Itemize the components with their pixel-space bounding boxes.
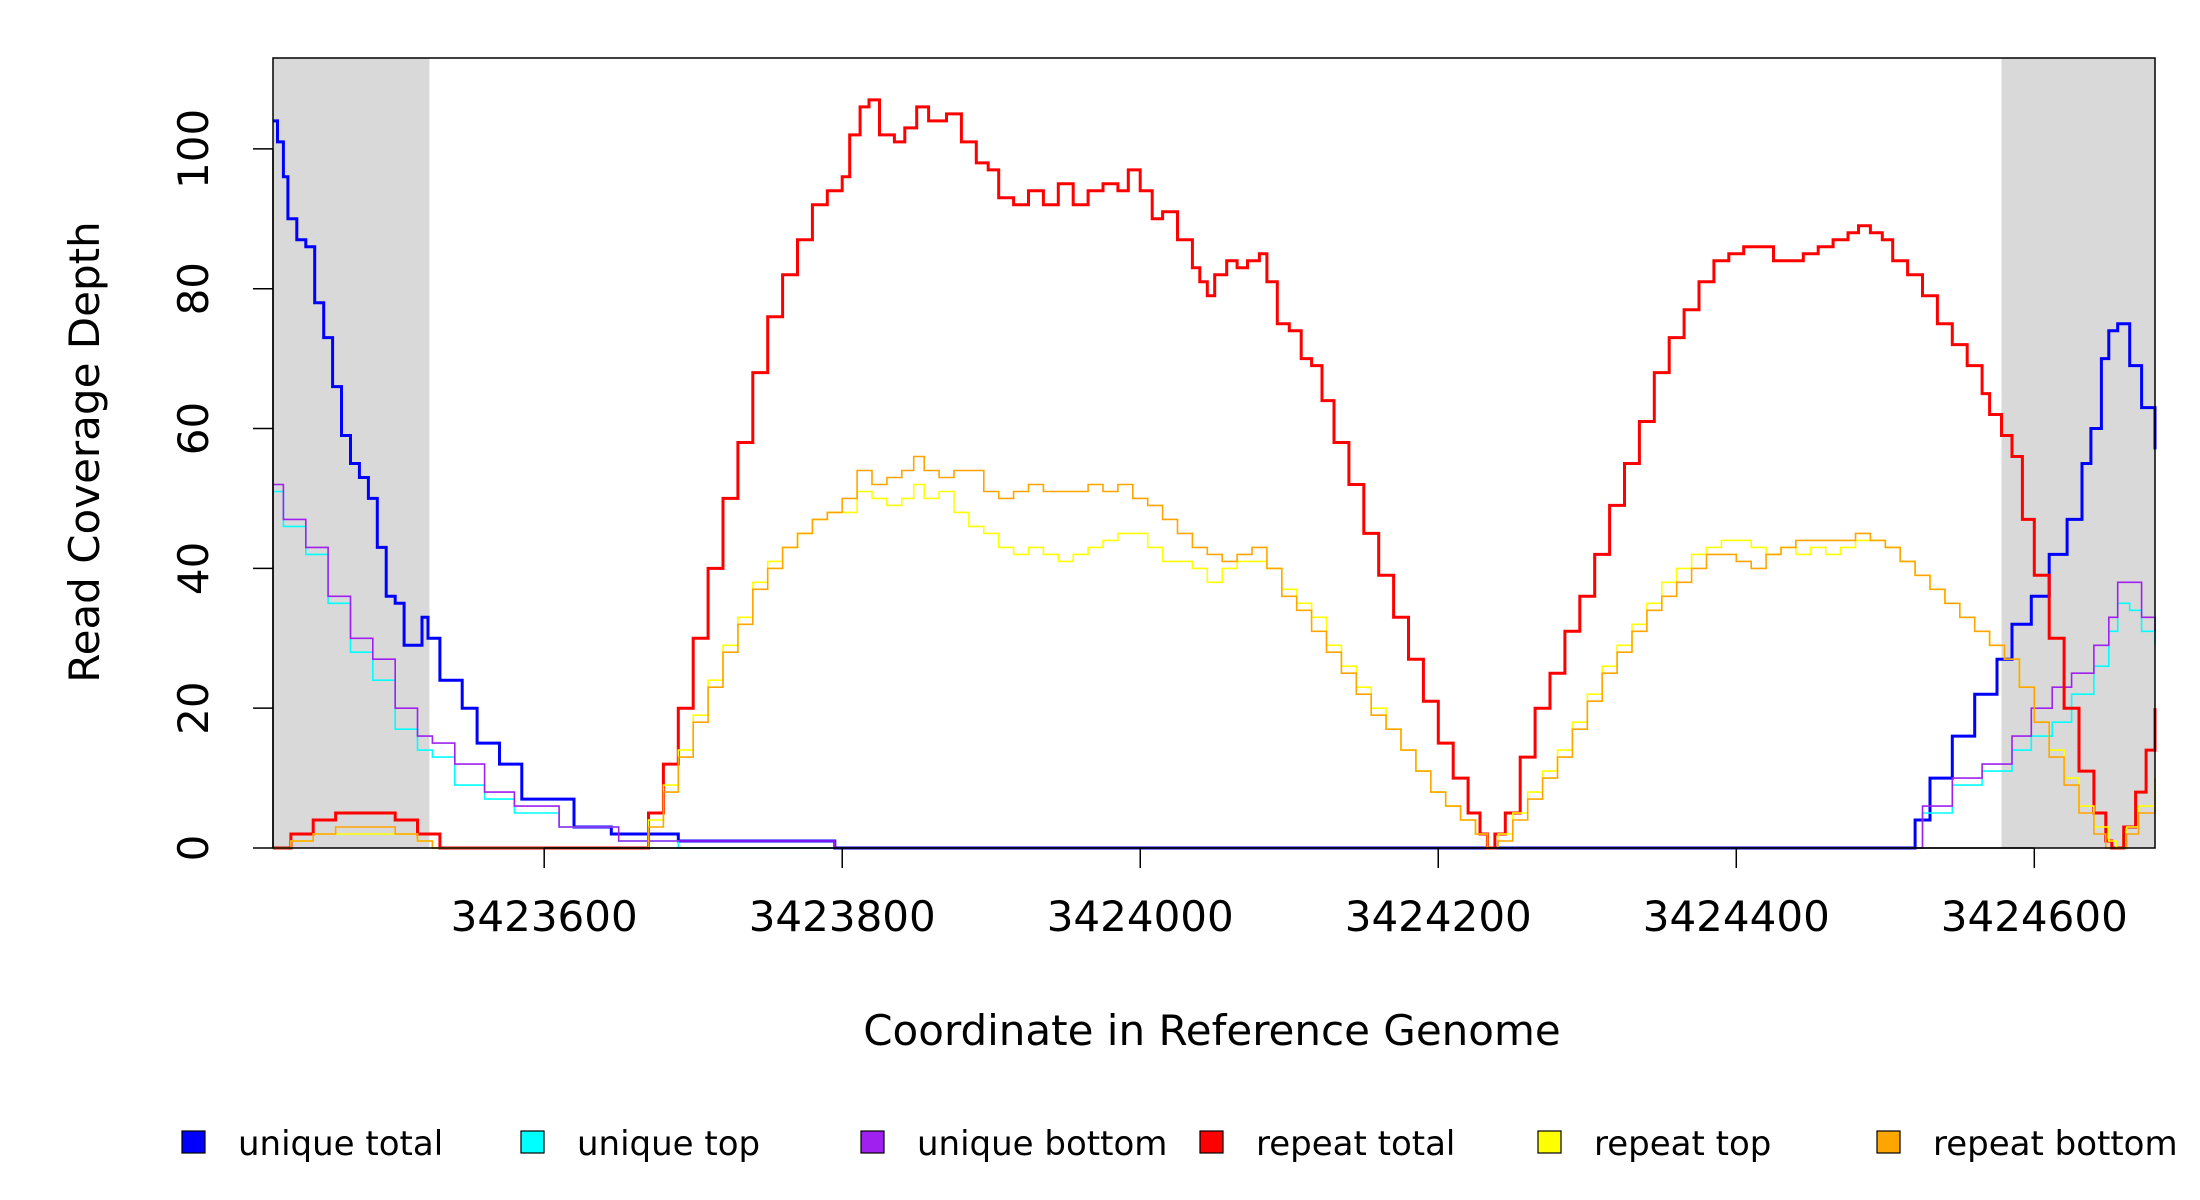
legend-label-repeat-bottom: repeat bottom xyxy=(1933,1124,2178,1164)
x-tick-label: 3424200 xyxy=(1345,892,1532,941)
series-line-unique-total xyxy=(273,119,2157,850)
y-tick-label: 0 xyxy=(169,835,218,862)
legend-label-unique-total: unique total xyxy=(238,1124,443,1164)
x-axis: 3423600 3423800 3424000 3424200 3424400 34246… xyxy=(451,847,2128,941)
legend-label-repeat-top: repeat top xyxy=(1594,1124,1771,1164)
legend-swatch-unique-top xyxy=(520,1130,545,1154)
y-tick-label: 80 xyxy=(169,262,218,315)
shaded-regions xyxy=(273,58,2155,848)
series-line-repeat-top xyxy=(273,483,2156,849)
legend-swatch-unique-total xyxy=(181,1130,206,1154)
x-axis-title: Coordinate in Reference Genome xyxy=(863,1006,1561,1055)
legend-label-unique-top: unique top xyxy=(577,1124,760,1164)
legend-swatch-repeat-bottom xyxy=(1876,1130,1901,1154)
legend-swatch-repeat-total xyxy=(1199,1130,1224,1154)
series-line-repeat-total xyxy=(273,98,2157,850)
y-tick-label: 100 xyxy=(169,109,218,189)
series-line-unique-bottom xyxy=(273,483,2156,849)
legend-label-repeat-total: repeat total xyxy=(1256,1124,1455,1164)
legend-label-unique-bottom: unique bottom xyxy=(917,1124,1167,1164)
y-axis: 0 20 40 60 80 100 xyxy=(169,109,274,862)
x-tick-label: 3424600 xyxy=(1941,892,2128,941)
x-tick-label: 3423600 xyxy=(451,892,638,941)
x-tick-label: 3424400 xyxy=(1643,892,1830,941)
x-tick-label: 3424000 xyxy=(1047,892,1234,941)
y-axis-title: Read Coverage Depth xyxy=(60,221,109,682)
series-line-repeat-bottom xyxy=(273,455,2156,849)
x-tick-label: 3423800 xyxy=(749,892,936,941)
legend-swatch-unique-bottom xyxy=(860,1130,885,1154)
series-lines xyxy=(273,98,2157,850)
legend-swatch-repeat-top xyxy=(1537,1130,1562,1154)
y-tick-label: 20 xyxy=(169,681,218,734)
series-line-unique-top xyxy=(273,490,2156,849)
y-tick-label: 60 xyxy=(169,402,218,455)
plot-frame xyxy=(272,57,2156,849)
y-tick-label: 40 xyxy=(169,542,218,595)
legend: unique total unique top unique bottom repea… xyxy=(181,1124,2178,1164)
